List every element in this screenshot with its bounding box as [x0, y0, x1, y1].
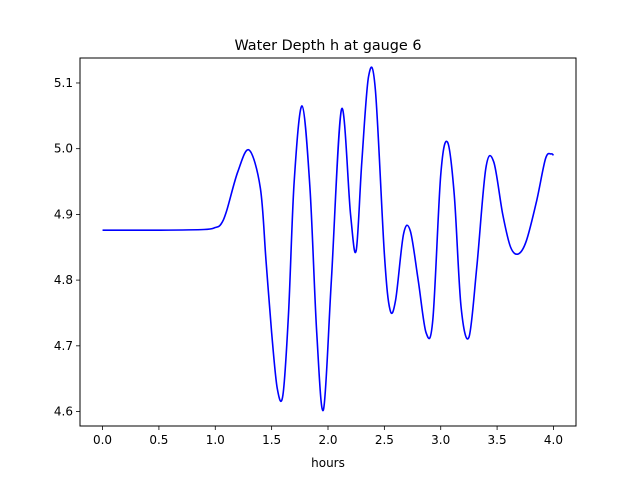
y-tick-label: 4.7 [54, 339, 73, 353]
series-layer [102, 66, 555, 412]
x-axis-ticks: 0.0 0.5 1.0 1.5 2.0 2.5 3.0 3.5 4.0 [93, 426, 563, 447]
y-tick-label: 5.0 [54, 142, 73, 156]
x-tick-label: 3.5 [488, 433, 507, 447]
y-axis-ticks: 4.6 4.7 4.8 4.9 5.0 5.1 [54, 76, 80, 419]
x-tick-label: 2.0 [318, 433, 337, 447]
y-tick-label: 4.8 [54, 273, 73, 287]
x-tick-label: 4.0 [544, 433, 563, 447]
chart-title: Water Depth h at gauge 6 [234, 38, 421, 54]
x-tick-label: 2.5 [375, 433, 394, 447]
x-tick-label: 3.0 [431, 433, 450, 447]
x-tick-label: 0.0 [93, 433, 112, 447]
plot-area [80, 58, 576, 426]
x-axis-label: hours [311, 456, 345, 470]
y-tick-label: 4.9 [54, 207, 73, 221]
y-tick-label: 4.6 [54, 405, 73, 419]
x-tick-label: 0.5 [149, 433, 168, 447]
y-tick-label: 5.1 [54, 76, 73, 90]
x-tick-label: 1.0 [206, 433, 225, 447]
series-line-0 [102, 66, 555, 412]
x-tick-label: 1.5 [262, 433, 281, 447]
